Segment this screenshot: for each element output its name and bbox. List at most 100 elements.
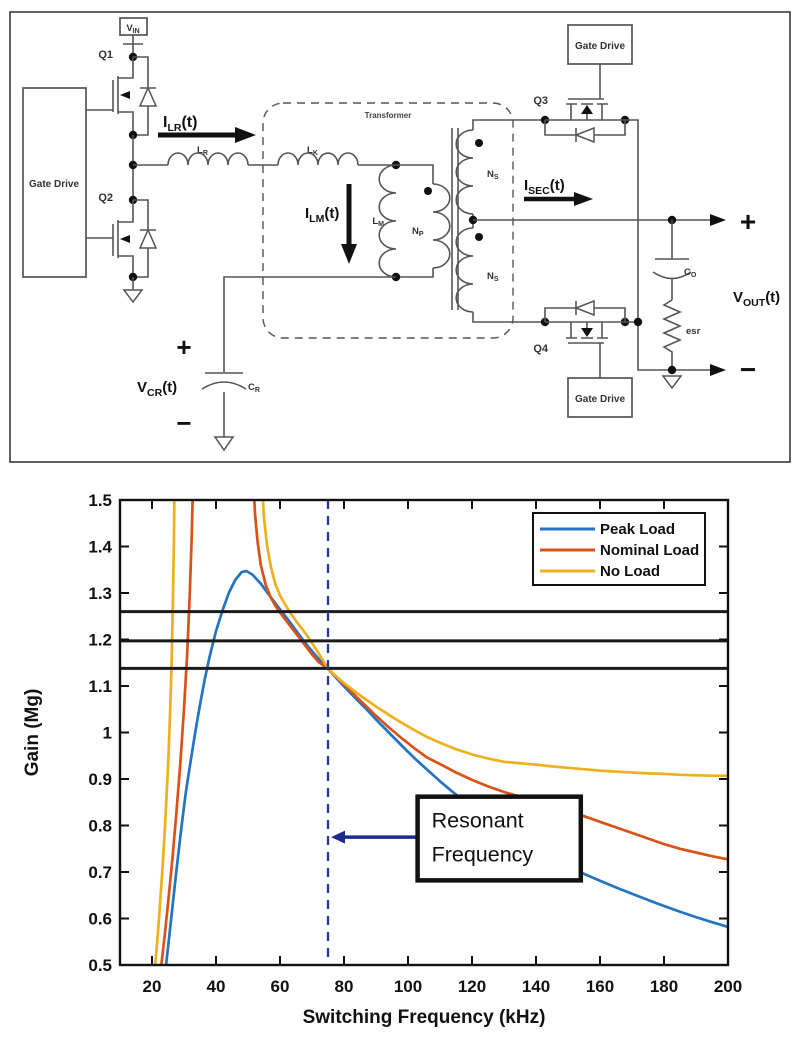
ns-top-lead	[472, 119, 545, 130]
x-tick-label: 40	[207, 977, 226, 996]
vout-plus-arrowhead-icon	[710, 214, 726, 226]
ns-top-winding-icon	[455, 129, 474, 215]
q4-body-diode-icon	[573, 299, 595, 317]
x-tick-label: 180	[650, 977, 678, 996]
vcr-minus-sign: −	[176, 408, 191, 438]
np-phase-dot-icon	[424, 187, 432, 195]
gate-drive-left-label: Gate Drive	[29, 179, 79, 190]
chart-svg: 20 40 60 80 100 120 140 160 180 200 0.5 0.6 0.7 0.8 0.…	[22, 491, 742, 1028]
ilr-label: ILR(t)	[163, 114, 197, 134]
isec-arrowhead-icon	[574, 192, 593, 206]
ns-bottom-winding-icon	[455, 227, 474, 313]
vout-minus-arrowhead-icon	[710, 364, 726, 376]
ns-bottom-label: NS	[487, 271, 499, 283]
q1-mosfet	[86, 57, 134, 135]
q4-label: Q4	[533, 343, 549, 355]
gate-drive-q3-label: Gate Drive	[575, 41, 625, 52]
esr-label: esr	[686, 326, 701, 337]
lr-inductor-icon	[167, 152, 249, 166]
circuit-border	[9, 11, 791, 463]
lr-label: LR	[197, 145, 208, 157]
gate-drive-box-left	[22, 87, 87, 278]
ns-top-phase-dot-icon	[475, 139, 483, 147]
gate-drive-q4-label: Gate Drive	[575, 394, 625, 405]
q1-label: Q1	[98, 49, 113, 61]
output-ground-icon	[661, 375, 683, 390]
np-label: NP	[412, 226, 424, 238]
q2-body-diode-icon	[138, 228, 158, 249]
x-tick-label: 140	[522, 977, 550, 996]
isec-label: ISEC(t)	[524, 177, 565, 197]
resonant-annotation-text: Frequency	[432, 843, 534, 867]
lk-label: LK	[307, 145, 318, 157]
legend-label: No Load	[600, 563, 660, 580]
lm-label: LM	[372, 216, 384, 228]
np-winding-icon	[432, 183, 451, 269]
ns-top-label: NS	[487, 169, 499, 181]
y-tick-label: 1.2	[88, 631, 112, 650]
ns-bottom-lead	[472, 312, 545, 323]
esr-resistor-icon	[662, 299, 682, 370]
y-tick-label: 1.5	[88, 491, 112, 510]
y-tick-label: 1.3	[88, 584, 112, 603]
transformer-label: Transformer	[365, 111, 412, 120]
resonant-annotation-text: Resonant	[432, 809, 524, 833]
q4-rail-node	[633, 317, 643, 327]
vout-plus-sign: +	[740, 206, 756, 237]
wire-primary-to-cr	[223, 276, 396, 372]
y-tick-label: 0.6	[88, 910, 112, 929]
q4-channel-arrow-icon	[581, 328, 593, 337]
circuit-svg: VIN Gate Drive Q1 Q2 ILR(t) LR Transform…	[9, 11, 791, 463]
x-tick-label: 60	[271, 977, 290, 996]
gain-frequency-chart: 20 40 60 80 100 120 140 160 180 200 0.5 0.6 0.7 0.8 0.…	[0, 470, 800, 1038]
resonant-annotation-box	[415, 794, 584, 883]
legend-label: Nominal Load	[600, 542, 699, 559]
np-leads	[396, 164, 434, 278]
vout-minus-sign: −	[740, 354, 756, 385]
x-tick-label: 80	[335, 977, 354, 996]
q3-channel-arrow-icon	[581, 105, 593, 114]
gate-drive-box-q4	[567, 377, 633, 418]
q2-channel-arrow-icon	[120, 235, 130, 243]
q1-body-diode-icon	[138, 86, 158, 107]
x-axis-label: Switching Frequency (kHz)	[303, 1007, 546, 1028]
ns-bottom-phase-dot-icon	[475, 233, 483, 241]
output-neg-node	[667, 365, 677, 375]
y-tick-label: 1	[103, 724, 112, 743]
y-tick-label: 0.8	[88, 817, 112, 836]
vin-label: VIN	[126, 23, 139, 35]
q2-ground-icon	[122, 289, 144, 304]
ilm-label: ILM(t)	[305, 205, 339, 225]
q3-body-diode-icon	[573, 126, 595, 144]
cr-label: CR	[248, 382, 260, 394]
cr-plate-bottom	[201, 381, 247, 390]
ilm-arrowhead-icon	[341, 244, 357, 264]
resonant-annotation-arrowhead-icon	[331, 830, 345, 844]
ilr-arrowhead-icon	[235, 127, 256, 143]
q3-mosfet	[545, 98, 625, 121]
x-tick-label: 100	[394, 977, 422, 996]
lm-inductor-icon	[378, 164, 397, 278]
legend-label: Peak Load	[600, 521, 675, 538]
q3-label: Q3	[533, 95, 548, 107]
co-capacitor-icon	[652, 220, 692, 300]
lk-inductor-icon	[277, 152, 359, 166]
y-tick-label: 0.9	[88, 770, 112, 789]
cr-ground-icon	[213, 436, 235, 452]
x-tick-label: 120	[458, 977, 486, 996]
vcr-label: VCR(t)	[137, 379, 177, 399]
y-tick-label: 1.4	[88, 538, 112, 557]
y-tick-label: 0.5	[88, 956, 112, 975]
y-tick-label: 1.1	[88, 677, 112, 696]
vcr-plus-sign: +	[176, 332, 191, 362]
q2-mosfet	[86, 200, 134, 277]
y-tick-label: 0.7	[88, 863, 112, 882]
q4-mosfet	[545, 321, 625, 378]
llc-converter-schematic: VIN Gate Drive Q1 Q2 ILR(t) LR Transform…	[0, 0, 800, 470]
y-axis-label: Gain (Mg)	[22, 689, 43, 777]
x-tick-label: 160	[586, 977, 614, 996]
q2-label: Q2	[98, 192, 113, 204]
co-label: CO	[684, 267, 697, 279]
x-tick-label: 20	[143, 977, 162, 996]
q1-channel-arrow-icon	[120, 91, 130, 99]
